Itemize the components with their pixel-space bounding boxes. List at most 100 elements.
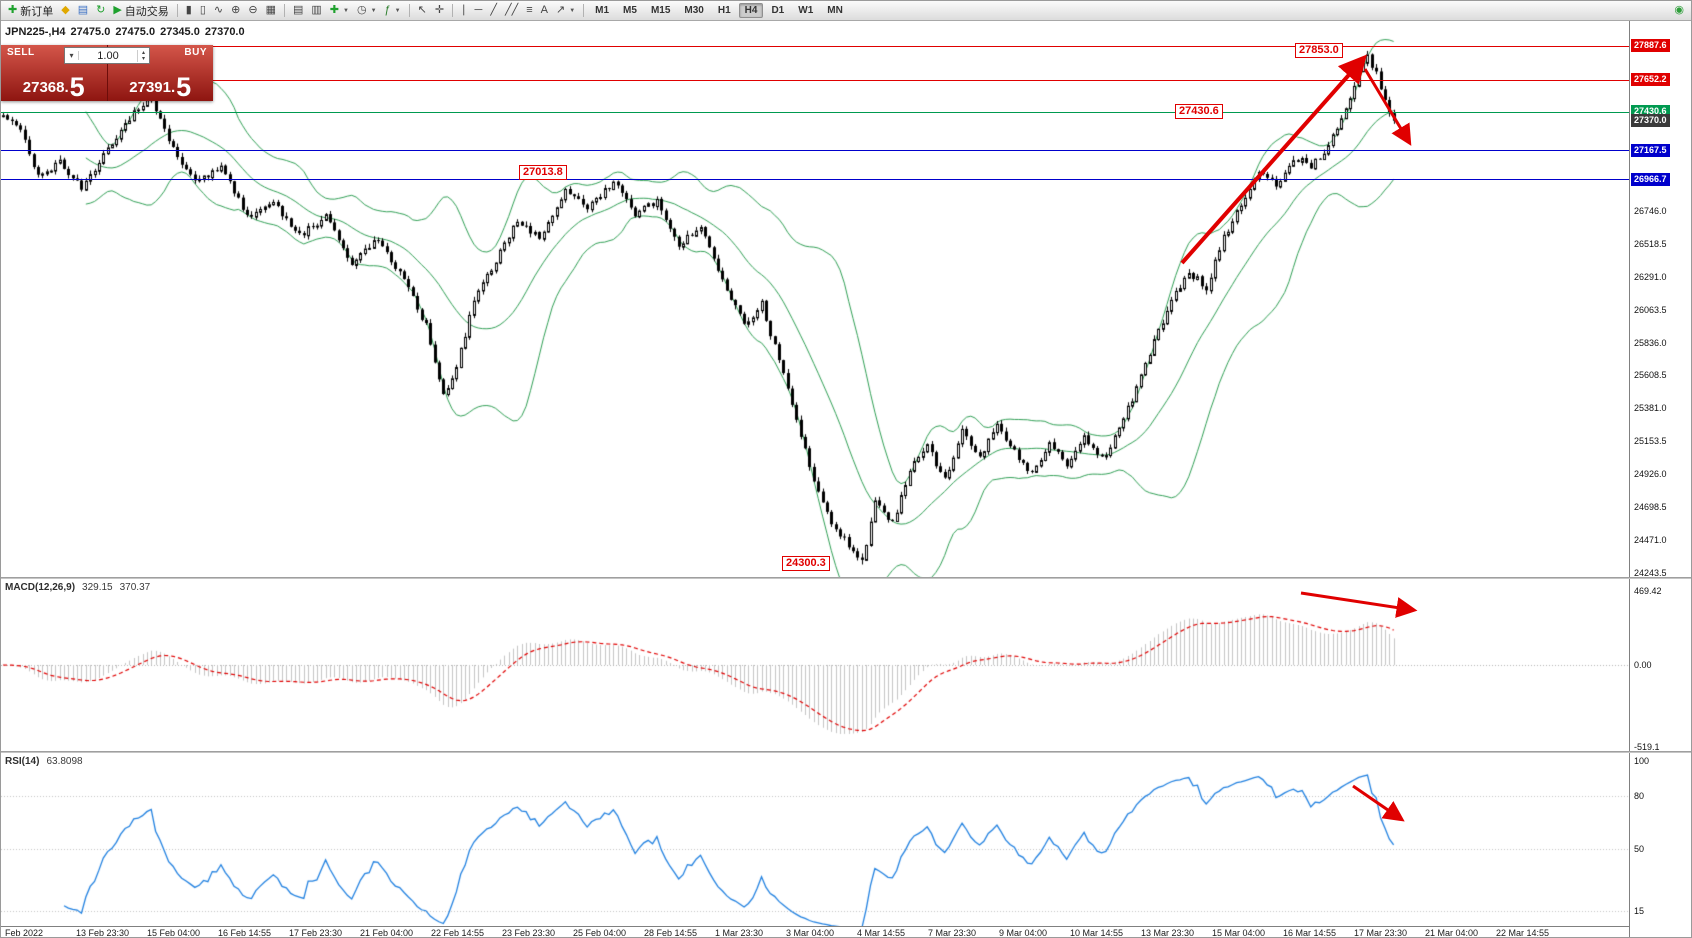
- time-axis-label: 13 Mar 23:30: [1141, 928, 1195, 938]
- time-axis-label: 28 Feb 14:55: [644, 928, 698, 938]
- chart-low: 27345.0: [160, 26, 200, 38]
- arrows-tool-icon: ↗: [555, 4, 566, 16]
- indicators-button-dropdown[interactable]: ▼: [394, 7, 401, 14]
- arrows-tool-button[interactable]: ↗ ▼: [552, 2, 579, 20]
- trendline-button[interactable]: ╱: [486, 2, 501, 20]
- timeframe-m5-button[interactable]: M5: [623, 5, 637, 16]
- new-chart-button-dropdown[interactable]: ▼: [343, 7, 349, 14]
- price-axis-label: 26291.0: [1634, 271, 1667, 282]
- refresh-button[interactable]: ↻: [92, 2, 109, 20]
- rsi-axis-label: 100: [1634, 756, 1650, 766]
- arrows-tool-button-dropdown[interactable]: ▼: [569, 7, 576, 14]
- price-axis-label: 26063.5: [1634, 304, 1667, 315]
- rsi-axis-label: 80: [1634, 791, 1645, 802]
- timeframe-m15-button[interactable]: M15: [650, 5, 671, 16]
- time-axis-label: 22 Mar 14:55: [1496, 928, 1550, 938]
- bar-chart-icon: ▮: [185, 4, 192, 16]
- rsi-pane-canvas[interactable]: [1, 753, 1629, 926]
- line-chart-icon: ∿: [213, 4, 224, 16]
- cursor-icon: ↖: [417, 4, 427, 16]
- market-watch-button[interactable]: ▤: [74, 2, 92, 20]
- chart-close: 27370.0: [204, 26, 245, 38]
- timeframe-h1-button[interactable]: H1: [717, 5, 731, 16]
- crosshair-icon: ✛: [434, 4, 445, 16]
- candlestick-chart-button[interactable]: ▯: [196, 2, 210, 20]
- price-axis-label: 25608.5: [1634, 370, 1667, 381]
- time-axis-label: 17 Mar 23:30: [1354, 928, 1408, 938]
- zoom-in-icon: ⊕: [231, 4, 241, 16]
- metaeditor-button[interactable]: ◆: [57, 2, 73, 20]
- timeframe-d1-button[interactable]: D1: [771, 5, 785, 16]
- help-icon[interactable]: ◉: [1674, 4, 1684, 16]
- horizontal-line-icon: ─: [474, 4, 483, 16]
- trendline-icon: ╱: [490, 4, 497, 16]
- price-callout-27013.8[interactable]: 27013.8: [519, 165, 567, 180]
- text-button[interactable]: A: [537, 2, 552, 20]
- refresh-icon: ↻: [96, 4, 106, 16]
- macd-value-signal: 370.37: [119, 582, 151, 593]
- price-axis-label: 25381.0: [1634, 403, 1667, 414]
- period-selector-button[interactable]: ◷ ▼: [353, 2, 381, 20]
- timeframe-m30-button[interactable]: M30: [684, 5, 704, 16]
- price-axis-label: 24926.0: [1634, 469, 1667, 480]
- zoom-in-button[interactable]: ⊕: [227, 2, 244, 20]
- fibonacci-icon: ≡: [526, 4, 533, 16]
- chart-symbol-period: JPN225-,H4: [5, 26, 66, 38]
- fibonacci-button[interactable]: ≡: [522, 2, 536, 20]
- cascade-windows-button[interactable]: ▤: [289, 2, 307, 20]
- rsi-indicator-label: RSI(14) 63.8098: [5, 756, 83, 767]
- buy-button[interactable]: BUY 27391.5: [107, 45, 213, 101]
- volume-dropdown-button[interactable]: ▾: [65, 51, 79, 60]
- horizontal-line-button[interactable]: ─: [471, 2, 487, 20]
- price-callout-27430.6[interactable]: 27430.6: [1175, 104, 1223, 119]
- volume-input[interactable]: ▾ 1.00 ▴ ▾: [64, 47, 150, 64]
- one-click-trading-panel: SELL 27368.5 BUY 27391.5 ▾ 1.00 ▴ ▾: [1, 45, 213, 101]
- price-callout-24300.3[interactable]: 24300.3: [782, 556, 830, 571]
- sell-price: 27368.5: [22, 72, 85, 102]
- cursor-button[interactable]: ↖: [414, 2, 431, 20]
- autotrading-icon: ▶: [113, 4, 122, 16]
- arrange-windows-button[interactable]: ▥: [307, 2, 325, 20]
- channel-button[interactable]: ╱╱: [501, 2, 522, 20]
- line-chart-button[interactable]: ∿: [210, 2, 227, 20]
- new-chart-button[interactable]: ✚ ▼: [326, 2, 353, 20]
- time-axis-label: 7 Mar 23:30: [928, 928, 977, 938]
- price-axis-label: 24471.0: [1634, 534, 1667, 545]
- buy-label: BUY: [184, 47, 207, 58]
- horizontal-line-26966.7[interactable]: [1, 179, 1629, 181]
- new-order-button-label: 新订单: [20, 5, 54, 18]
- time-axis[interactable]: Feb 2022 13 Feb 23:30 15 Feb 04:00 16 Feb 1…: [1, 926, 1629, 938]
- price-axis[interactable]: 26746.0 26518.5 26291.0 26063.5 25836.0 25608…: [1629, 21, 1691, 937]
- tile-windows-icon: ▦: [265, 4, 276, 16]
- volume-value: 1.00: [97, 49, 119, 62]
- period-selector-icon: ◷: [356, 4, 367, 16]
- timeframe-w1-button[interactable]: W1: [798, 5, 814, 16]
- horizontal-line-27887.6[interactable]: [1, 45, 1629, 47]
- crosshair-button[interactable]: ✛: [431, 2, 448, 20]
- timeframe-h4-button[interactable]: H4: [738, 3, 764, 18]
- channel-icon: ╱╱: [504, 4, 519, 16]
- tile-windows-button[interactable]: ▦: [262, 2, 280, 20]
- period-selector-button-dropdown[interactable]: ▼: [370, 7, 377, 14]
- zoom-out-button[interactable]: ⊖: [244, 2, 261, 20]
- new-order-button[interactable]: ✚ 新订单: [4, 2, 57, 20]
- toolbar-separator: [583, 4, 585, 17]
- macd-pane-canvas[interactable]: [1, 579, 1629, 753]
- autotrading-button[interactable]: ▶ 自动交易: [109, 2, 172, 20]
- bar-chart-button[interactable]: ▮: [182, 2, 196, 20]
- time-axis-label: 13 Feb 23:30: [76, 928, 130, 938]
- time-axis-label: 22 Feb 14:55: [431, 928, 485, 938]
- timeframe-m1-button[interactable]: M1: [595, 5, 610, 16]
- main-chart-canvas[interactable]: [1, 21, 1629, 579]
- horizontal-line-27430.6[interactable]: [1, 111, 1629, 113]
- pane-separator[interactable]: [1, 577, 1691, 579]
- price-callout-27853.0[interactable]: 27853.0: [1295, 43, 1343, 58]
- horizontal-line-27167.5[interactable]: [1, 150, 1629, 152]
- pane-separator[interactable]: [1, 751, 1691, 753]
- vertical-line-button[interactable]: ∣: [457, 2, 471, 20]
- volume-spinner[interactable]: ▴ ▾: [137, 49, 149, 62]
- indicators-button[interactable]: ƒ ▼: [381, 2, 405, 20]
- toolbar: ✚ 新订单 ◆ ▤ ↻ ▶ 自动交易 ▮ ▯ ∿ ⊕ ⊖ ▦ ▤ ▥ ✚ ▼ ◷ ▼ ƒ ▼ ↖ ✛ ∣ ─ ╱ ╱╱ ≡ A ↗ ▼ M1 M…: [1, 1, 1691, 21]
- horizontal-line-27652.2[interactable]: [1, 79, 1629, 81]
- timeframe-mn-button[interactable]: MN: [827, 5, 843, 16]
